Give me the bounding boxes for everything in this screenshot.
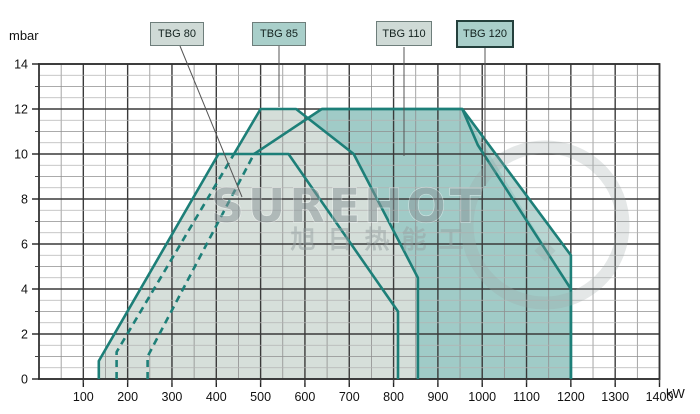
y-tick-label: 12	[14, 103, 28, 117]
outline-solid-tbg-110	[253, 107, 573, 379]
outline-dashed-tbg-85	[115, 153, 236, 379]
x-tick-label: 100	[73, 390, 94, 404]
label-box-tbg-85: TBG 85	[252, 22, 306, 46]
label-box-tbg-120: TBG 120	[456, 20, 514, 48]
y-tick-label: 10	[14, 148, 28, 162]
x-tick-label: 400	[206, 390, 227, 404]
y-tick-label: 2	[21, 328, 28, 342]
label-tbg-85: TBG 85	[260, 28, 298, 40]
watermark-text: SUREHOT	[211, 179, 485, 233]
watermark-mark	[534, 240, 556, 262]
x-tick-label: 1200	[557, 390, 585, 404]
y-tick-label: 8	[21, 193, 28, 207]
label-box-tbg-110: TBG 110	[376, 21, 432, 46]
x-tick-label: 1300	[601, 390, 629, 404]
label-tbg-120: TBG 120	[462, 28, 508, 40]
x-tick-label: 200	[117, 390, 138, 404]
leader-lines	[179, 45, 486, 198]
label-tbg-110: TBG 110	[382, 27, 426, 40]
watermark-ring	[460, 140, 630, 310]
x-tick-label: 1100	[513, 390, 540, 404]
leader-line	[179, 45, 243, 198]
polygon-outlines	[97, 107, 573, 379]
outline-solid-tbg-80	[97, 152, 400, 379]
x-tick-label: 600	[294, 390, 315, 404]
x-tick-label: 500	[250, 390, 271, 404]
axis-ticks-and-labels: 100 200 300 400 500 600 700 800 900 1000 1100 1200 1…	[14, 58, 673, 405]
watermark-cjk: 旭日热能工	[289, 225, 475, 254]
y-tick-label: 0	[21, 373, 28, 387]
label-box-tbg-80: TBG 80	[150, 22, 204, 46]
y-tick-label: 14	[14, 58, 28, 72]
x-tick-label: 1000	[468, 390, 496, 404]
x-axis-unit: kW	[666, 386, 685, 401]
y-tick-label: 6	[21, 238, 28, 252]
grid	[38, 63, 661, 380]
x-tick-label: 300	[162, 390, 183, 404]
label-tbg-80: TBG 80	[158, 28, 196, 40]
x-tick-label: 1400	[646, 390, 674, 404]
x-tick-label: 800	[383, 390, 404, 404]
y-axis-unit: mbar	[9, 28, 39, 43]
outline-solid-tbg-85	[232, 107, 420, 379]
x-tick-label: 900	[427, 390, 448, 404]
x-tick-label: 700	[339, 390, 360, 404]
y-tick-label: 4	[21, 283, 28, 297]
